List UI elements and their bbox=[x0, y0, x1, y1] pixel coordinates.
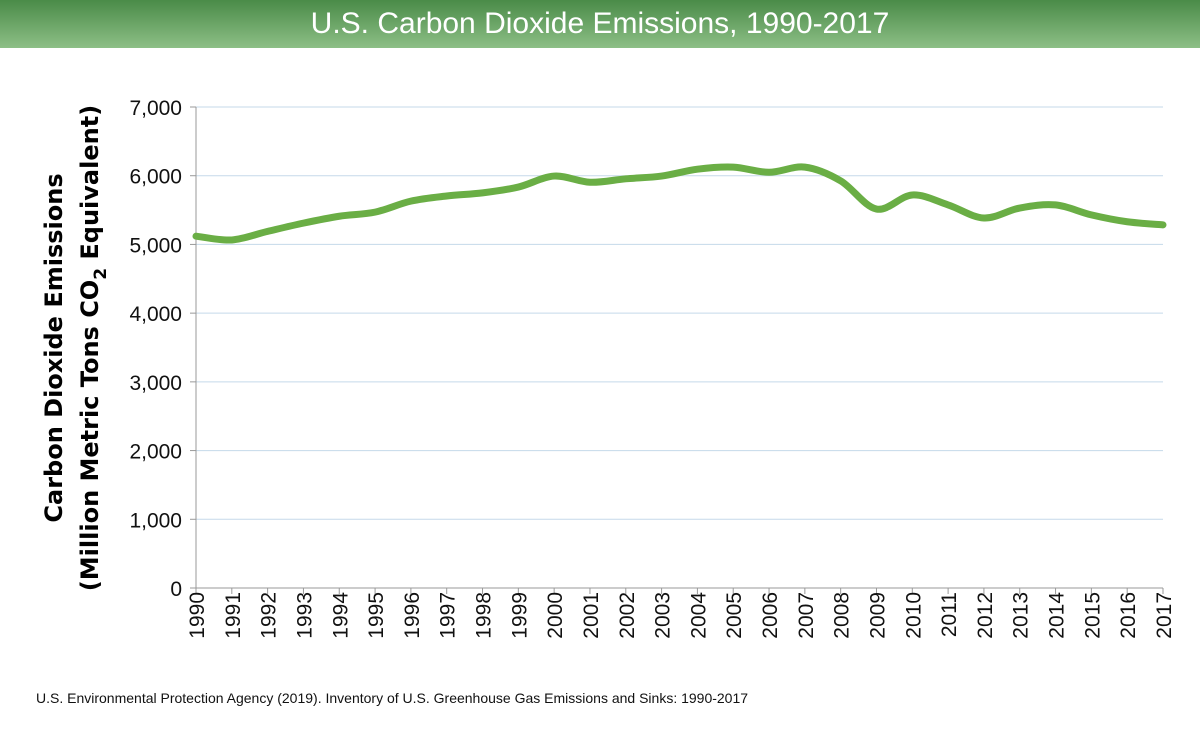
y-tick-label: 4,000 bbox=[129, 303, 182, 326]
y-tick-label: 2,000 bbox=[129, 441, 182, 464]
x-tick-label: 1994 bbox=[329, 592, 352, 639]
x-tick-label: 2017 bbox=[1153, 592, 1176, 639]
y-tick-label: 0 bbox=[170, 578, 182, 601]
x-tick-label: 1990 bbox=[186, 592, 209, 639]
x-tick-label: 2011 bbox=[938, 592, 961, 637]
x-tick-label: 2013 bbox=[1010, 592, 1033, 639]
y-tick-label: 6,000 bbox=[129, 166, 182, 189]
y-tick-label: 7,000 bbox=[129, 97, 182, 120]
x-tick-label: 2006 bbox=[759, 592, 782, 639]
x-tick-label: 1992 bbox=[258, 592, 281, 639]
x-tick-label: 2016 bbox=[1117, 592, 1140, 639]
x-tick-label: 2012 bbox=[974, 592, 997, 639]
emissions-line bbox=[192, 163, 1167, 244]
x-tick-label: 2004 bbox=[687, 592, 710, 639]
x-tick-label: 2003 bbox=[652, 592, 675, 639]
y-tick-label: 1,000 bbox=[129, 509, 182, 532]
x-tick-label: 1998 bbox=[473, 592, 496, 639]
y-axis-label-line1: Carbon Dioxide Emissions bbox=[40, 173, 68, 522]
y-tick-label: 5,000 bbox=[129, 234, 182, 257]
source-note: U.S. Environmental Protection Agency (20… bbox=[36, 690, 749, 706]
x-tick-label: 2007 bbox=[795, 592, 818, 639]
x-tick-label: 2005 bbox=[723, 592, 746, 639]
x-tick-label: 1995 bbox=[365, 592, 388, 639]
x-tick-label: 2009 bbox=[866, 592, 889, 639]
y-tick-label: 3,000 bbox=[129, 372, 182, 395]
x-tick-label: 1991 bbox=[222, 592, 245, 639]
x-tick-label: 2008 bbox=[831, 592, 854, 639]
x-tick-label: 1993 bbox=[293, 592, 316, 639]
y-axis-label-line2: (Million Metric Tons CO2 Equivalent) bbox=[76, 105, 111, 591]
x-tick-label: 2000 bbox=[544, 592, 567, 639]
chart-title: U.S. Carbon Dioxide Emissions, 1990-2017 bbox=[310, 7, 890, 40]
x-tick-label: 1999 bbox=[508, 592, 531, 639]
x-tick-label: 2010 bbox=[902, 592, 925, 639]
x-tick-label: 2002 bbox=[616, 592, 639, 639]
title-bar: U.S. Carbon Dioxide Emissions, 1990-2017 bbox=[0, 0, 1200, 48]
x-tick-label: 2001 bbox=[580, 592, 603, 639]
x-tick-label: 1996 bbox=[401, 592, 424, 639]
x-tick-label: 2015 bbox=[1081, 592, 1104, 639]
x-tick-label: 1997 bbox=[437, 592, 460, 639]
x-tick-label: 2014 bbox=[1046, 592, 1069, 639]
